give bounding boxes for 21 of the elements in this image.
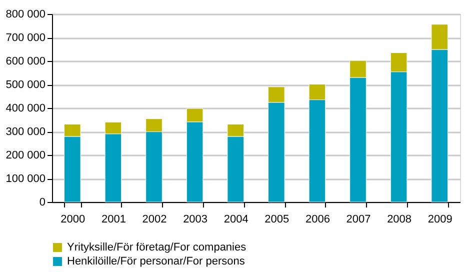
y-tick-label: 500 000: [6, 79, 46, 91]
y-tick-label: 0: [39, 196, 46, 208]
y-tick-label: 300 000: [6, 126, 46, 138]
x-tick-label: 2007: [346, 214, 371, 226]
legend-label: Henkilöille/För personar/For persons: [67, 256, 246, 268]
y-tick-label: 600 000: [6, 56, 46, 68]
y-tick-label: 400 000: [6, 102, 46, 114]
y-tick-label: 100 000: [6, 173, 46, 185]
x-tick-label: 2003: [183, 214, 208, 226]
x-tick-label: 2008: [387, 214, 412, 226]
y-tick-label: 800 000: [6, 8, 46, 20]
x-tick-label: 2004: [224, 214, 248, 226]
legend-label: Yrityksille/För företag/For companies: [67, 242, 247, 254]
y-tick-label: 200 000: [6, 150, 46, 162]
x-tick-label: 2002: [142, 214, 167, 226]
x-tick-label: 2009: [428, 214, 452, 226]
x-tick-label: 2006: [305, 214, 330, 226]
x-tick-label: 2001: [101, 214, 126, 226]
x-tick-label: 2000: [60, 214, 86, 226]
x-tick-label: 2005: [264, 214, 290, 226]
y-tick-label: 700 000: [6, 32, 46, 44]
